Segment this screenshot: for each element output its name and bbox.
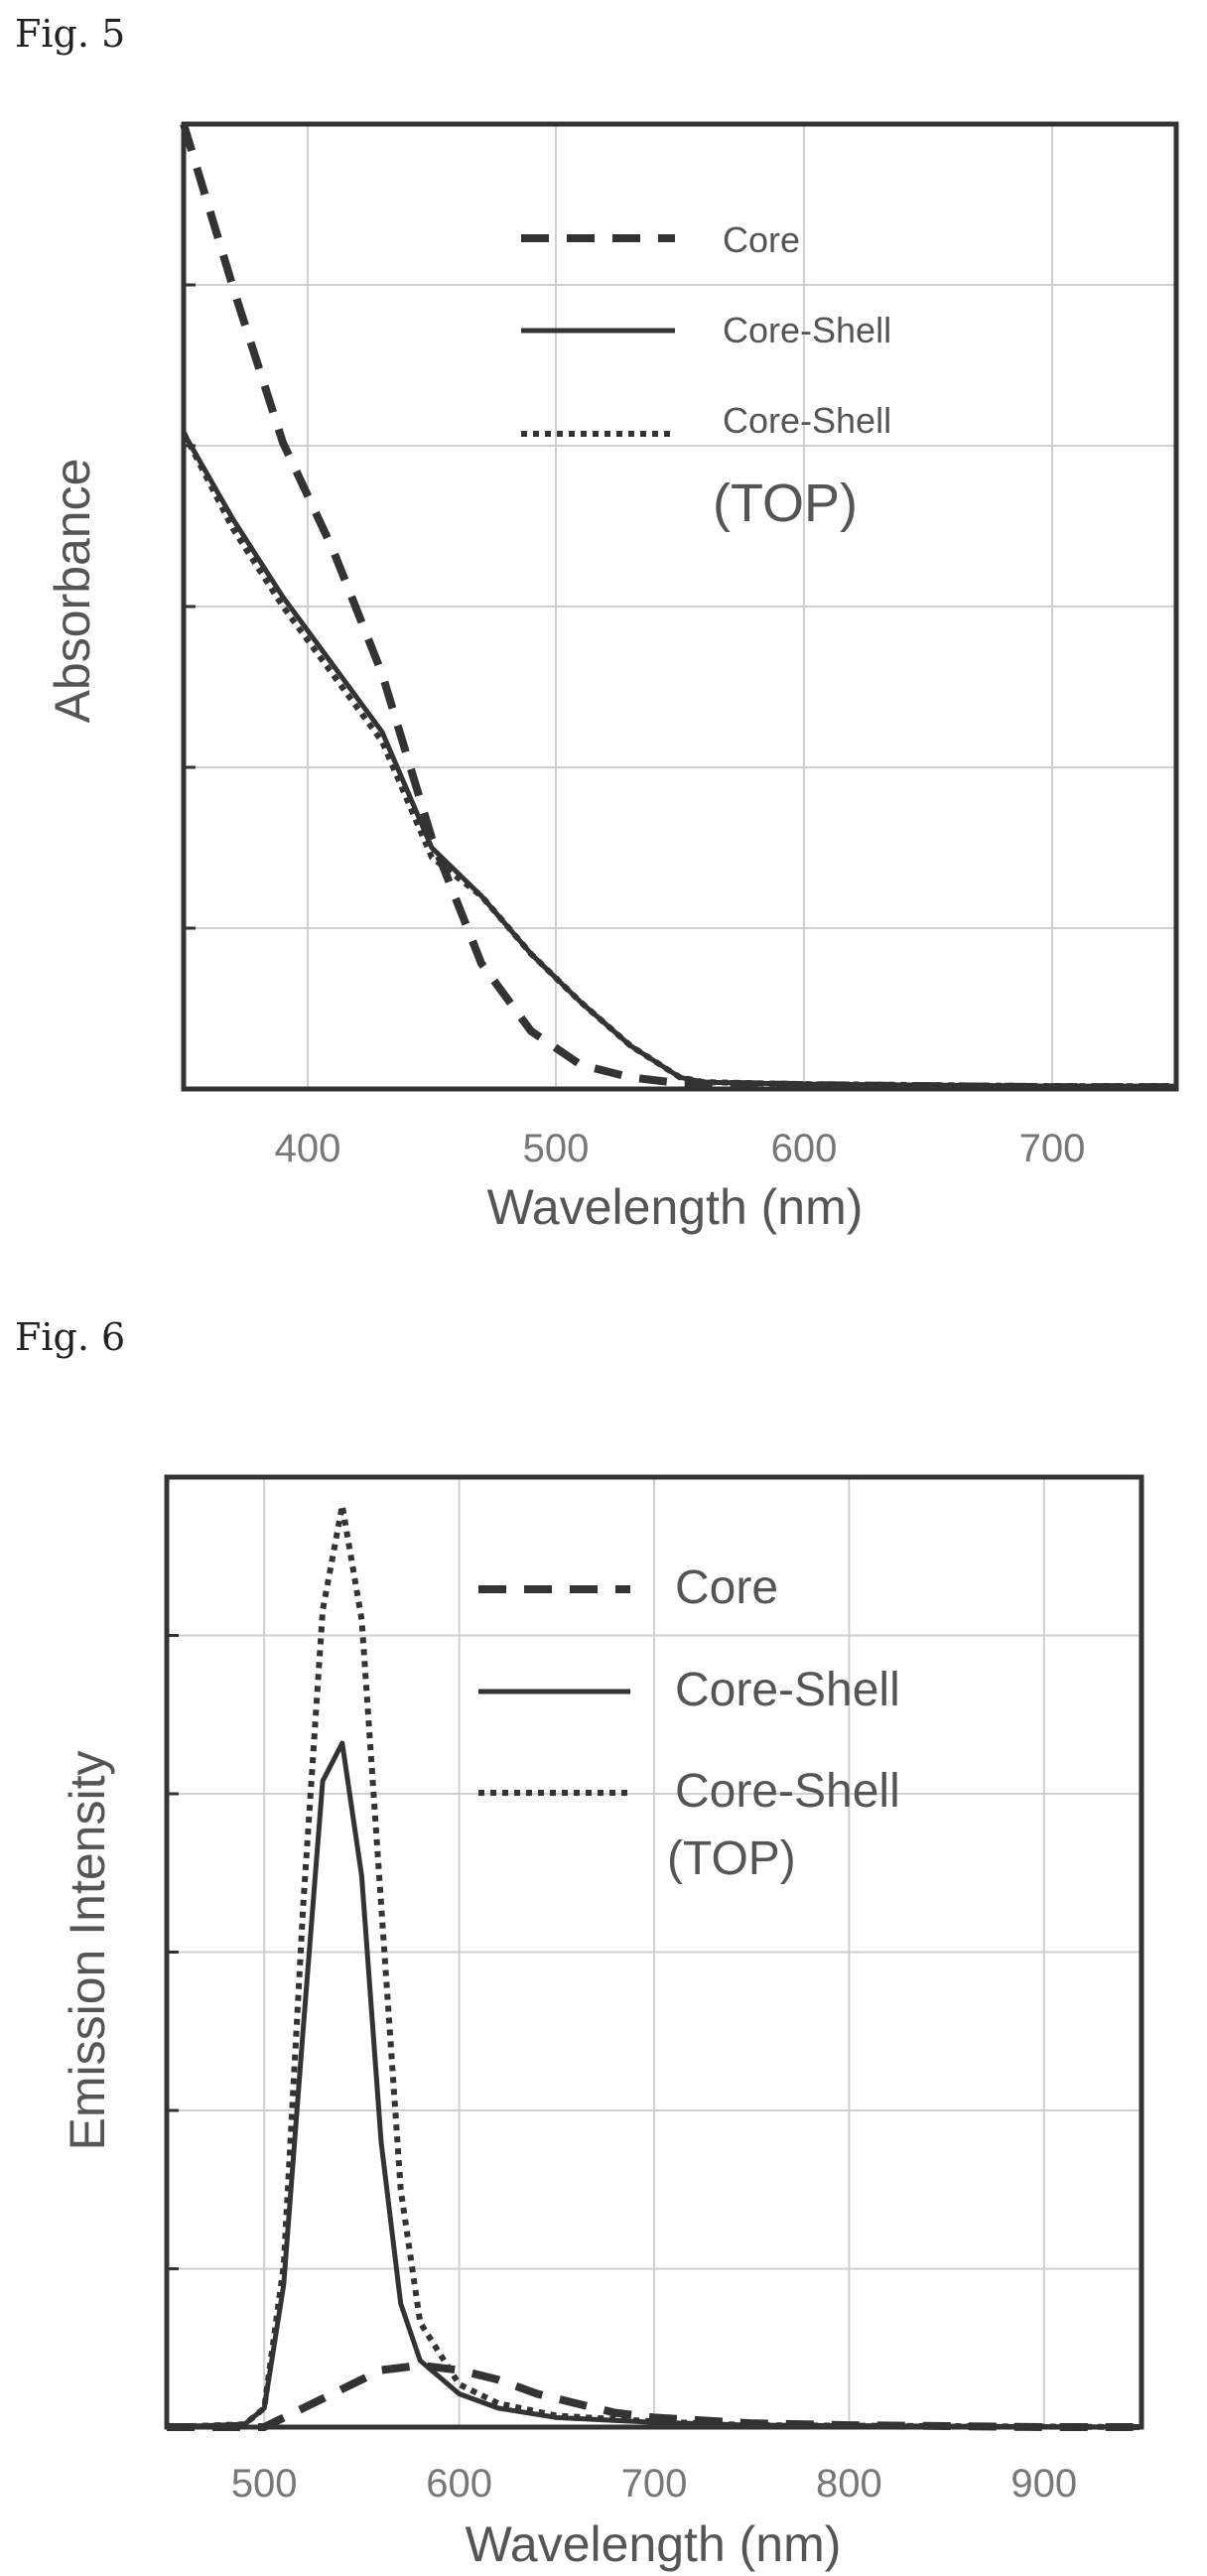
x-tick-label: 700: [621, 2462, 688, 2506]
emission-chart: 500 600 700 800 900 Wavelength (nm) Emission…: [60, 1474, 1144, 2572]
grid-lines: [167, 1477, 1141, 2427]
plot-lines: [180, 122, 1176, 1092]
legend-label-top: (TOP): [713, 474, 858, 533]
legend-label-core: Core: [723, 219, 800, 260]
series-line-core-shell-top: [181, 431, 1176, 1090]
x-tick-label: 800: [816, 2462, 882, 2506]
y-axis-title: Emission Intensity: [60, 1751, 115, 2151]
y-axis-title: Absorbance: [45, 459, 100, 724]
legend-label-core-shell-top: Core-Shell: [675, 1765, 900, 1818]
x-tick-label: 500: [231, 2462, 298, 2506]
legend-label-core-shell: Core-Shell: [675, 1664, 900, 1716]
x-tick-label: 900: [1010, 2462, 1077, 2506]
legend-label-top: (TOP): [667, 1832, 796, 1885]
grid-lines: [184, 124, 1176, 1089]
x-tick-label: 500: [523, 1127, 590, 1170]
x-tick-labels: 400 500 600 700: [275, 1127, 1086, 1170]
x-axis-title: Wavelength (nm): [466, 2516, 842, 2572]
legend: Core Core-Shell Core-Shell (TOP): [478, 1561, 900, 1885]
legend-label-core: Core: [675, 1561, 778, 1614]
plot-frame: [181, 121, 1179, 1092]
figure-6-label: Fig. 6: [15, 1315, 126, 1359]
legend-label-core-shell: Core-Shell: [723, 310, 891, 350]
plot-frame: [164, 1474, 1144, 2430]
x-tick-label: 700: [1019, 1127, 1086, 1170]
x-tick-label: 600: [771, 1127, 838, 1170]
series-line-core-shell-top: [166, 1502, 1142, 2430]
x-tick-labels: 500 600 700 800 900: [231, 2462, 1077, 2506]
figure-5-label: Fig. 5: [15, 12, 126, 56]
series-line-core-shell: [181, 431, 1176, 1089]
legend-label-core-shell-top: Core-Shell: [723, 400, 891, 441]
absorbance-chart: 400 500 600 700 Wavelength (nm) Absorbance …: [45, 121, 1179, 1235]
x-axis-title: Wavelength (nm): [487, 1179, 864, 1235]
x-tick-label: 600: [426, 2462, 492, 2506]
legend: Core Core-Shell Core-Shell (TOP): [521, 219, 891, 533]
x-tick-label: 400: [275, 1127, 341, 1170]
